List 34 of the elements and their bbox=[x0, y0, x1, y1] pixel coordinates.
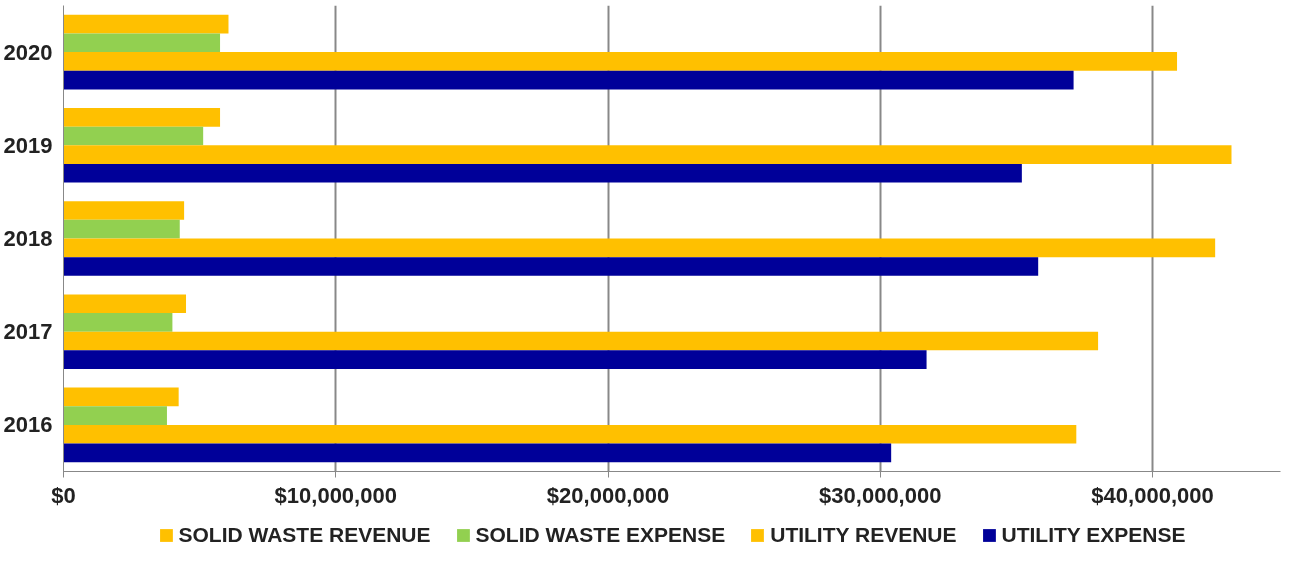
legend-label: UTILITY EXPENSE bbox=[1001, 523, 1186, 547]
y-tick-label: 2018 bbox=[3, 226, 53, 251]
legend-label: SOLID WASTE REVENUE bbox=[178, 523, 431, 547]
bar bbox=[63, 145, 1232, 164]
bar bbox=[63, 52, 1178, 71]
bar bbox=[63, 406, 167, 425]
x-tick-label: $30,000,000 bbox=[819, 482, 942, 508]
x-tick-label: $40,000,000 bbox=[1091, 482, 1214, 508]
bar bbox=[63, 294, 187, 314]
bar bbox=[63, 33, 221, 53]
bar bbox=[63, 126, 204, 146]
bar bbox=[63, 108, 221, 127]
bar bbox=[63, 331, 1099, 351]
legend-label: UTILITY REVENUE bbox=[770, 523, 957, 547]
y-tick-label: 2016 bbox=[3, 412, 53, 438]
bar bbox=[63, 257, 1039, 276]
y-tick-label: 2017 bbox=[3, 319, 53, 345]
bar bbox=[63, 201, 185, 220]
y-tick-label: 2019 bbox=[3, 132, 53, 158]
x-tick-label: $10,000,000 bbox=[274, 482, 397, 508]
bar bbox=[63, 313, 173, 332]
x-tick-label: $0 bbox=[51, 482, 76, 508]
bar bbox=[63, 387, 179, 407]
bar bbox=[63, 219, 180, 239]
legend-label: SOLID WASTE EXPENSE bbox=[475, 523, 726, 547]
y-tick-label: 2020 bbox=[3, 39, 53, 65]
bar bbox=[63, 424, 1077, 444]
bar bbox=[63, 443, 892, 463]
bar bbox=[63, 14, 229, 34]
bar bbox=[63, 238, 1216, 258]
x-tick-label: $20,000,000 bbox=[546, 482, 670, 508]
bar bbox=[63, 350, 927, 369]
bar bbox=[63, 70, 1074, 90]
bar bbox=[63, 163, 1022, 183]
